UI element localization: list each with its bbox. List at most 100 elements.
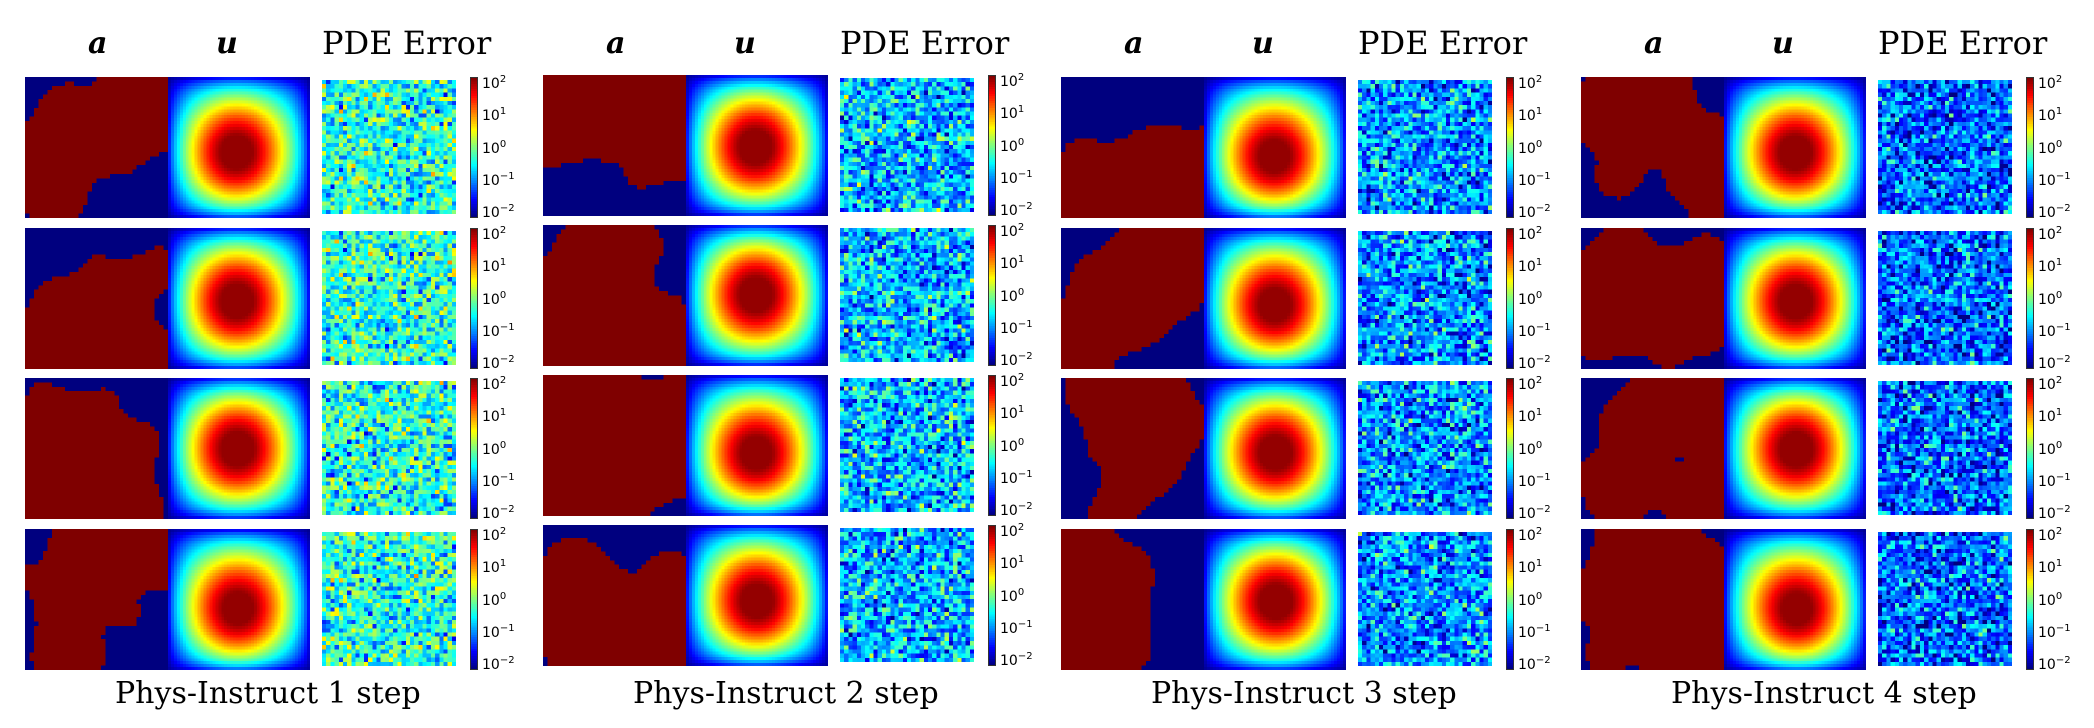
tick-base: 10 <box>482 506 500 522</box>
colorbar-tick-label: 100 <box>1518 138 1542 156</box>
tick-exponent: −2 <box>2056 504 2071 515</box>
colorbar-tick-label: 100 <box>482 289 506 307</box>
colorbar-tick-label: 10−2 <box>1518 202 1551 220</box>
tick-base: 10 <box>1000 224 1018 240</box>
coefficient-field-a <box>543 225 686 366</box>
colorbar <box>2026 378 2034 523</box>
tick-base: 10 <box>1000 203 1018 219</box>
tick-base: 10 <box>1000 524 1018 540</box>
tick-base: 10 <box>1000 621 1018 637</box>
pde-error-map <box>840 228 974 362</box>
tick-exponent: −1 <box>500 171 515 182</box>
tick-base: 10 <box>482 560 500 576</box>
colorbar-tick-label: 102 <box>1000 371 1024 389</box>
tick-exponent: 0 <box>1536 591 1542 602</box>
colorbar <box>988 225 996 370</box>
tick-base: 10 <box>1518 442 1536 458</box>
tick-exponent: 2 <box>1018 72 1024 83</box>
colorbar-tick-label: 10−2 <box>482 654 515 672</box>
tick-base: 10 <box>1000 106 1018 122</box>
tick-base: 10 <box>1518 173 1536 189</box>
tick-exponent: −2 <box>1018 501 1033 512</box>
colorbar-tick-label: 101 <box>2038 557 2062 575</box>
tick-exponent: −2 <box>500 655 515 666</box>
colorbar-tick-label: 102 <box>1000 71 1024 89</box>
tick-base: 10 <box>482 259 500 275</box>
tick-exponent: −2 <box>500 504 515 515</box>
colorbar-tick-label: 10−1 <box>1518 471 1551 489</box>
tick-base: 10 <box>2038 657 2056 673</box>
tick-exponent: 2 <box>1018 222 1024 233</box>
colorbar-tick-label: 10−1 <box>1000 618 1033 636</box>
coefficient-field-a <box>25 529 168 670</box>
tick-base: 10 <box>2038 625 2056 641</box>
tick-base: 10 <box>2038 259 2056 275</box>
colorbar-tick-label: 10−1 <box>1518 622 1551 640</box>
colorbar-tick-label: 102 <box>2038 73 2062 91</box>
tick-base: 10 <box>2038 76 2056 92</box>
tick-base: 10 <box>1000 74 1018 90</box>
tick-exponent: 0 <box>500 440 506 451</box>
tick-base: 10 <box>1518 625 1536 641</box>
colorbar-tick-label: 102 <box>482 525 506 543</box>
pde-error-map <box>1878 532 2012 666</box>
colorbar-tick-label: 10−1 <box>1000 168 1033 186</box>
solution-field-u <box>1204 228 1346 369</box>
tick-exponent: 1 <box>1018 254 1024 265</box>
tick-base: 10 <box>482 324 500 340</box>
colorbar-tick-label: 101 <box>1518 256 1542 274</box>
tick-exponent: −2 <box>1536 655 1551 666</box>
tick-exponent: −1 <box>500 322 515 333</box>
solution-field-u <box>686 525 828 666</box>
colorbar-tick-label: 10−1 <box>1518 321 1551 339</box>
colorbar-tick-label: 100 <box>482 590 506 608</box>
pde-error-map <box>322 532 456 666</box>
tick-base: 10 <box>2038 409 2056 425</box>
tick-base: 10 <box>482 205 500 221</box>
colorbar-tick-label: 102 <box>1518 73 1542 91</box>
tick-exponent: −2 <box>2056 655 2071 666</box>
colorbar <box>1506 378 1514 523</box>
tick-exponent: 0 <box>500 290 506 301</box>
coefficient-field-a <box>25 378 168 519</box>
tick-exponent: 1 <box>500 106 506 117</box>
tick-exponent: 1 <box>1536 558 1542 569</box>
tick-exponent: 2 <box>500 526 506 537</box>
tick-exponent: 1 <box>1536 106 1542 117</box>
colorbar-tick-label: 10−2 <box>1000 650 1033 668</box>
colorbar-tick-label: 100 <box>1518 590 1542 608</box>
colorbar-tick-label: 102 <box>2038 374 2062 392</box>
colorbar-tick-label: 100 <box>1000 286 1024 304</box>
tick-base: 10 <box>482 141 500 157</box>
tick-exponent: −1 <box>1536 322 1551 333</box>
tick-exponent: 1 <box>2056 106 2062 117</box>
solution-field-u <box>1724 378 1866 519</box>
tick-exponent: 0 <box>1018 137 1024 148</box>
solution-field-u <box>1204 77 1346 218</box>
tick-exponent: 1 <box>500 407 506 418</box>
tick-base: 10 <box>2038 528 2056 544</box>
tick-base: 10 <box>1518 76 1536 92</box>
coefficient-field-a <box>543 375 686 516</box>
tick-exponent: −1 <box>2056 472 2071 483</box>
colorbar-tick-label: 102 <box>482 73 506 91</box>
colorbar <box>470 529 478 674</box>
tick-exponent: −2 <box>1536 354 1551 365</box>
tick-exponent: 0 <box>1536 440 1542 451</box>
colorbar-tick-label: 101 <box>2038 406 2062 424</box>
colorbar-tick-label: 10−2 <box>1000 350 1033 368</box>
tick-base: 10 <box>482 409 500 425</box>
tick-exponent: 2 <box>1018 522 1024 533</box>
colorbar-tick-label: 100 <box>482 439 506 457</box>
colorbar-tick-label: 102 <box>2038 224 2062 242</box>
tick-base: 10 <box>1000 171 1018 187</box>
coefficient-field-a <box>1061 228 1204 369</box>
colorbar <box>1506 77 1514 222</box>
colorbar-tick-label: 10−1 <box>482 321 515 339</box>
pde-error-map <box>322 80 456 214</box>
colorbar-tick-label: 101 <box>482 406 506 424</box>
solution-field-u <box>1204 378 1346 519</box>
tick-base: 10 <box>1000 471 1018 487</box>
tick-exponent: 0 <box>2056 139 2062 150</box>
colorbar <box>2026 529 2034 674</box>
